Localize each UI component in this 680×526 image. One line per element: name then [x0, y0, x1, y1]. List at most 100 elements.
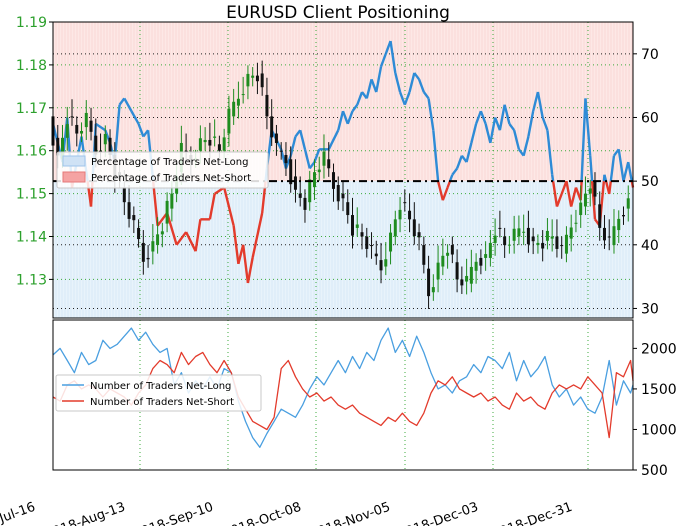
x-tick-label: 2018-Aug-13 [43, 500, 127, 526]
pct-long-segment [417, 78, 425, 93]
pct-long-segment [175, 231, 188, 246]
candle-body [602, 227, 606, 241]
pct-long-segment [241, 244, 250, 284]
pct-long-segment [622, 161, 630, 182]
chart-title: EURUSD Client Positioning [226, 3, 450, 23]
bottom-legend: Number of Traders Net-Long Number of Tra… [55, 374, 262, 412]
candle-body [208, 139, 212, 146]
pct-long-segment [137, 123, 145, 138]
pct-long-segment [356, 91, 364, 106]
candle-body [236, 98, 240, 106]
candle-body [141, 242, 145, 262]
candle-body [251, 75, 255, 78]
candle-body [308, 179, 312, 203]
candle-body [274, 133, 278, 143]
left-tick-label: 1.17 [16, 101, 47, 117]
candle-body [389, 232, 393, 252]
pct-long-segment [455, 155, 463, 169]
candle-body [441, 255, 445, 267]
pct-long-segment [375, 66, 383, 93]
pct-long-segment [95, 122, 106, 132]
candle-body [522, 231, 526, 233]
pct-long-segment [474, 110, 482, 125]
pct-long-segment [389, 40, 397, 74]
pct-long-segment [527, 110, 535, 137]
pct-long-segment [346, 110, 354, 125]
x-tick-label: 2018-Oct-08 [221, 500, 303, 526]
candle-body [184, 150, 188, 152]
right-tick-label: 30 [641, 301, 659, 317]
candle-body [479, 257, 483, 266]
pct-long-segment [280, 149, 288, 169]
pct-long-segment [194, 219, 202, 252]
candle-body [137, 227, 141, 240]
top-right-ticks: 70 60 50 40 30 [633, 47, 659, 317]
pct-long-segment [351, 104, 359, 112]
candle-body [56, 137, 60, 156]
pct-long-segment [313, 148, 321, 163]
candle-body [170, 193, 174, 209]
candle-body [365, 236, 369, 249]
candle-body [374, 253, 378, 257]
pct-long-segment [165, 212, 178, 246]
candle-body [493, 235, 497, 243]
candle-body [536, 242, 540, 246]
candle-body [626, 198, 630, 209]
pct-long-segment [484, 123, 492, 144]
candle-body [317, 169, 321, 173]
x-tick-label: 18-Jul-16 [0, 500, 37, 526]
bottom-series-layer [52, 327, 634, 448]
pct-long-segment [580, 98, 587, 182]
candle-body [370, 245, 374, 247]
pct-long-segment [232, 225, 240, 265]
pct-long-segment [608, 180, 613, 195]
pct-long-segment [156, 212, 169, 227]
pct-long-segment [446, 180, 452, 188]
pct-long-segment [551, 180, 559, 207]
pct-long-segment [427, 98, 435, 131]
pct-long-segment [365, 79, 373, 99]
x-tick-label: 2018-Dec-03 [396, 500, 480, 526]
pct-long-segment [541, 117, 549, 131]
bottom-right-tick-label: 500 [641, 463, 668, 479]
candle-body [227, 108, 231, 134]
bottom-right-ticks: 2000 1500 1000 500 [633, 341, 677, 479]
left-tick-label: 1.18 [16, 58, 47, 74]
candle-body [213, 136, 217, 138]
candle-body [232, 101, 236, 117]
candle-body [422, 245, 426, 265]
series-line-net-long [52, 327, 634, 448]
candle-body [203, 139, 207, 143]
candle-body [75, 124, 79, 134]
candle-body [617, 218, 621, 231]
legend-swatch-net-short [62, 171, 86, 183]
right-tick-label: 40 [641, 238, 659, 254]
pct-long-segment [436, 180, 445, 201]
top-left-ticks: 1.19 1.18 1.17 1.16 1.15 1.14 1.13 [16, 15, 53, 288]
candle-body [241, 94, 245, 96]
candle-body [474, 261, 478, 271]
candle-body [265, 94, 269, 117]
right-tick-label: 50 [641, 174, 659, 190]
pct-long-segment [251, 212, 264, 258]
pct-long-segment [422, 91, 430, 100]
candle-body [569, 227, 573, 239]
candle-body [379, 260, 383, 271]
candle-body [384, 259, 388, 267]
candle-body [84, 112, 88, 128]
candle-body [393, 219, 397, 237]
candle-body [351, 215, 355, 236]
candle-body [61, 137, 65, 160]
candle-body [146, 257, 150, 260]
pct-long-segment [470, 123, 478, 144]
candle-body [579, 202, 583, 216]
candle-body [593, 180, 597, 197]
candle-body [545, 230, 549, 241]
bottom-panel-frame [52, 319, 634, 471]
legend-label-count-long: Number of Traders Net-Long [90, 381, 231, 392]
candle-body [293, 176, 297, 190]
bottom-right-tick-label: 1000 [641, 422, 677, 438]
candle-body [560, 245, 564, 247]
candle-body [132, 215, 136, 221]
